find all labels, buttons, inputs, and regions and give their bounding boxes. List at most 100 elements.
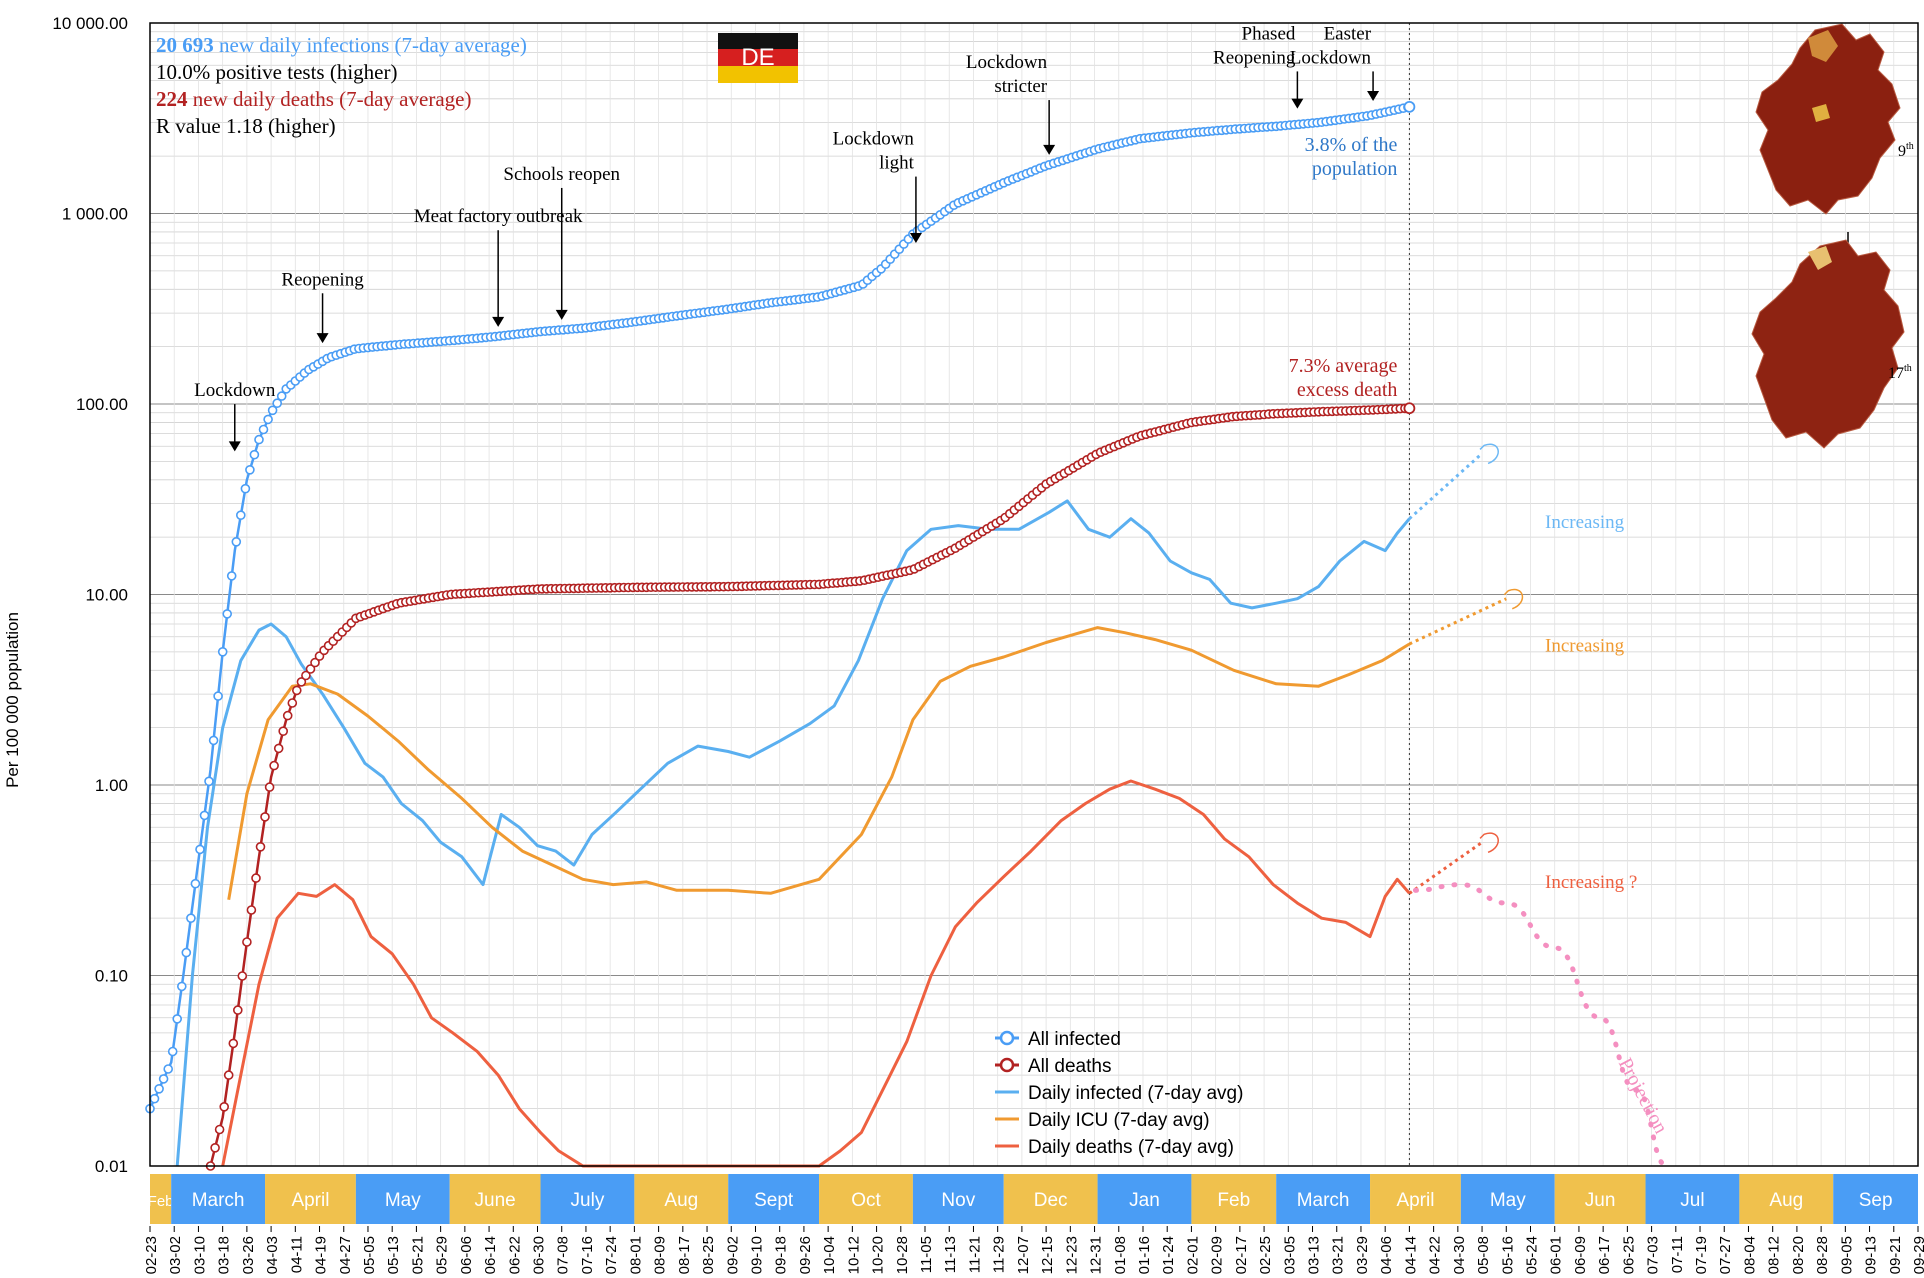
data-point <box>233 1005 243 1015</box>
y-axis-ticks: 10 000.00 1 000.00 100.00 10.00 1.00 0.10 0.01 <box>52 14 128 1176</box>
x-tick-label: 03-05 <box>1281 1236 1298 1274</box>
x-tick-label: 04-27 <box>337 1236 354 1274</box>
month-label: Sep <box>1859 1190 1893 1211</box>
y-tick-label: 10 000.00 <box>52 14 128 33</box>
month-cell <box>1554 1174 1646 1224</box>
data-point <box>305 664 316 674</box>
data-point <box>231 536 242 547</box>
data-point <box>264 782 275 792</box>
event-label: Schools reopen <box>503 164 620 185</box>
month-label: March <box>192 1190 245 1211</box>
stat-line: 10.0% positive tests (higher) <box>156 60 397 84</box>
x-tick-label: 05-24 <box>1523 1236 1540 1274</box>
x-tick-label: 02-09 <box>1209 1236 1226 1274</box>
data-point <box>217 646 228 657</box>
data-point <box>154 1084 164 1094</box>
y-tick-label: 10.00 <box>85 586 128 605</box>
month-cell <box>1833 1174 1918 1224</box>
event-label: Reopening <box>1213 47 1296 68</box>
stat-value: 224 <box>156 87 188 111</box>
x-tick-label: 08-01 <box>627 1236 644 1274</box>
flag-stripe-black <box>718 33 798 49</box>
data-point <box>245 464 255 475</box>
month-label: Jun <box>1585 1190 1616 1211</box>
x-tick-label: 05-16 <box>1499 1236 1516 1274</box>
month-cell <box>150 1174 172 1224</box>
month-cell <box>1370 1174 1461 1224</box>
x-tick-label: 03-29 <box>1354 1236 1371 1274</box>
x-tick-label: 07-08 <box>555 1236 572 1274</box>
event-label: Reopening <box>281 269 364 290</box>
data-point <box>272 398 283 409</box>
map-17-label: 17th <box>1888 363 1912 382</box>
x-tick-label: 08-28 <box>1814 1236 1831 1274</box>
map-17-shape <box>1751 239 1905 449</box>
x-tick-label: 01-08 <box>1112 1236 1129 1274</box>
month-cell <box>265 1174 356 1224</box>
month-cell <box>819 1174 913 1224</box>
stat-text: R value 1.18 (higher) <box>156 114 336 138</box>
month-label: May <box>1490 1190 1526 1211</box>
projection-arrow <box>1479 443 1499 465</box>
data-point <box>258 424 269 435</box>
x-tick-label: 06-17 <box>1596 1236 1613 1274</box>
x-tick-label: 06-06 <box>458 1236 475 1274</box>
x-tick-label: 11-29 <box>991 1236 1008 1273</box>
y-tick-label: 0.01 <box>95 1157 128 1176</box>
event-arrow-head <box>1043 144 1056 155</box>
month-label: Jan <box>1129 1190 1160 1211</box>
x-tick-label: 03-13 <box>1306 1236 1323 1274</box>
event-arrow-head <box>1367 91 1380 102</box>
month-cell <box>1276 1174 1371 1224</box>
x-tick-label: 06-09 <box>1572 1236 1589 1274</box>
data-point <box>222 609 232 619</box>
flag-label: DE <box>741 44 774 71</box>
x-tick-label: 09-18 <box>773 1236 790 1274</box>
y-tick-label: 100.00 <box>76 395 128 414</box>
x-tick-label: 02-25 <box>1257 1236 1274 1274</box>
data-point <box>296 677 307 687</box>
month-cell <box>728 1174 820 1224</box>
data-point <box>167 1046 178 1057</box>
series-line <box>227 626 1411 900</box>
event-arrow-head <box>316 333 329 344</box>
x-tick-label: 08-20 <box>1790 1236 1807 1274</box>
y-axis-label: Per 100 000 population <box>3 612 22 788</box>
month-label: July <box>571 1190 605 1211</box>
month-cell <box>1460 1174 1555 1224</box>
data-point <box>210 1143 220 1153</box>
event-label: Phased <box>1242 23 1296 44</box>
x-tick-label: 04-22 <box>1427 1236 1444 1274</box>
x-tick-label: 08-17 <box>676 1236 693 1274</box>
stats-box: 20 693 new daily infections (7-day avera… <box>156 33 527 138</box>
x-tick-label: 09-21 <box>1887 1236 1904 1274</box>
x-tick-label: 03-02 <box>167 1236 184 1274</box>
data-point <box>219 1102 229 1112</box>
legend-label: Daily infected (7-day avg) <box>1028 1083 1243 1104</box>
projection-line <box>1408 841 1483 895</box>
projection-curve <box>1412 882 1670 1169</box>
data-point <box>226 571 237 581</box>
month-label: Aug <box>1769 1190 1803 1211</box>
data-point <box>204 776 214 787</box>
event-label: Lockdown <box>194 380 276 401</box>
month-cell <box>1003 1174 1098 1224</box>
stat-text: new daily infections (7-day average) <box>214 33 527 57</box>
month-cell <box>449 1174 541 1224</box>
series-line <box>175 499 1411 1167</box>
event-label: Lockdown <box>1290 47 1372 68</box>
projection-line <box>1408 452 1484 520</box>
x-tick-label: 02-23 <box>143 1236 160 1274</box>
month-label: April <box>1396 1190 1434 1211</box>
map-week-9: 9th <box>1755 23 1914 215</box>
data-point <box>149 1093 160 1104</box>
event-label: Lockdown <box>833 129 915 150</box>
data-point <box>287 698 298 708</box>
month-label: Dec <box>1034 1190 1068 1211</box>
x-tick-label: 03-18 <box>216 1236 233 1274</box>
legend-label: Daily deaths (7-day avg) <box>1028 1137 1234 1158</box>
trend-label: Increasing ? <box>1545 872 1637 893</box>
month-label: Feb <box>148 1193 174 1210</box>
